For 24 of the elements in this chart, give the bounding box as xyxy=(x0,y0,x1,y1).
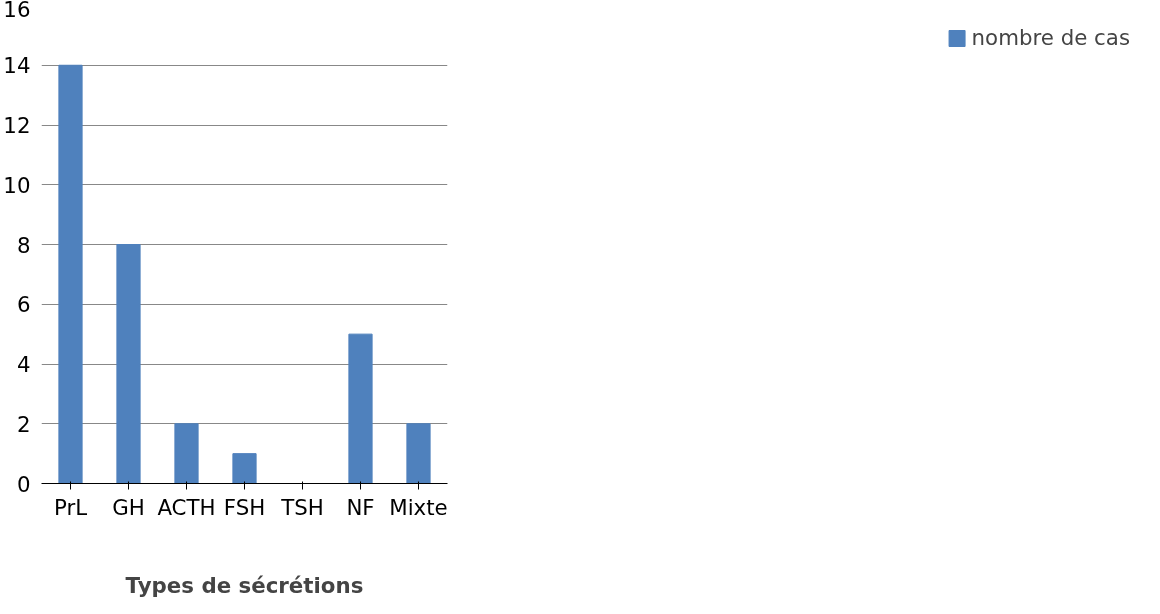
bar xyxy=(174,423,199,484)
x-tick-label: TSH xyxy=(280,494,324,520)
y-tick-label: 16 xyxy=(3,0,31,22)
legend-label: nombre de cas xyxy=(971,25,1130,50)
bar xyxy=(116,244,141,484)
x-tick-label: NF xyxy=(346,494,375,520)
y-tick-label: 14 xyxy=(3,53,31,79)
y-tick-label: 10 xyxy=(3,172,31,198)
bar xyxy=(232,453,257,484)
y-tick-label: 12 xyxy=(3,113,31,138)
y-tick-label: 8 xyxy=(16,232,31,258)
bar xyxy=(348,333,373,484)
x-tick-label: Mixte xyxy=(389,494,448,520)
bar xyxy=(406,423,431,484)
bar xyxy=(58,64,83,484)
x-tick-label: ACTH xyxy=(157,494,216,520)
y-tick-label: 6 xyxy=(16,292,31,318)
x-tick-label: PrL xyxy=(53,494,88,520)
y-tick-label: 0 xyxy=(16,471,31,497)
x-tick-label: FSH xyxy=(223,494,266,520)
x-axis-title: Types de sécrétions xyxy=(125,572,364,598)
y-tick-label: 4 xyxy=(16,352,31,377)
y-tick-label: 2 xyxy=(16,411,31,437)
x-tick-label: GH xyxy=(112,494,145,520)
